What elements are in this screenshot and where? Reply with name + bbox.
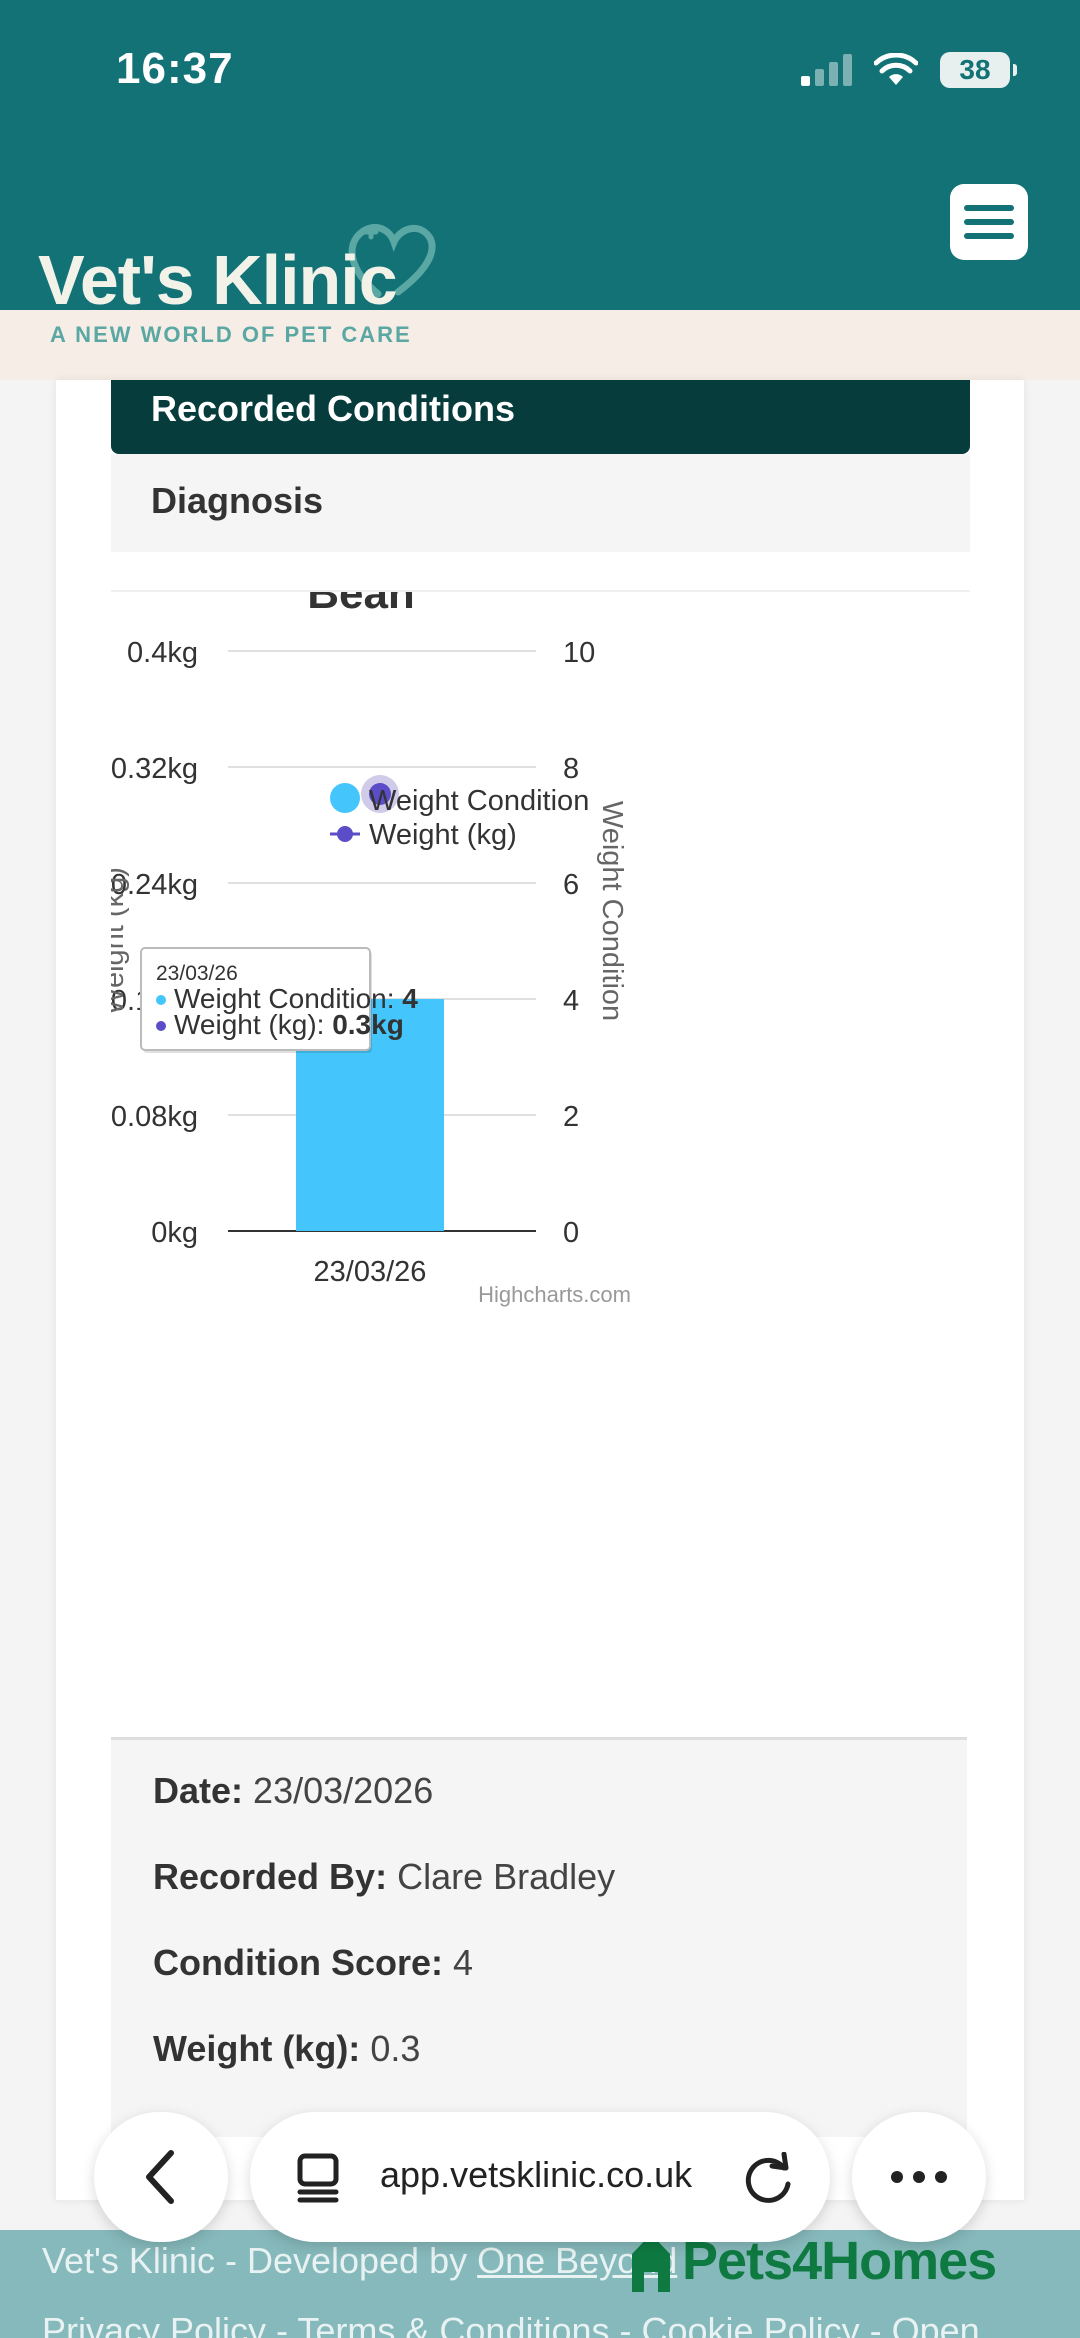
tooltip-row: Weight (kg): 0.3kg [174, 1009, 404, 1040]
tooltip-bullet [156, 995, 166, 1005]
weight-chart: Bean0kg0.08kg0.16kg0.24kg0.32kg0.4kg0246… [111, 590, 970, 1740]
logo-wordmark: Vet's Klinic [38, 241, 398, 319]
legend-marker-weight-condition [330, 783, 360, 813]
legend-marker-weight [337, 826, 353, 842]
footer-links[interactable]: Privacy Policy - Terms & Conditions - Co… [42, 2310, 980, 2338]
back-button[interactable] [94, 2112, 228, 2242]
detail-recorded-by: Recorded By: Clare Bradley [153, 1856, 616, 1897]
y-left-tick-label: 0.08kg [111, 1101, 198, 1133]
x-tick-label: 23/03/26 [314, 1256, 427, 1288]
status-time: 16:37 [116, 44, 234, 93]
reload-icon[interactable] [744, 2152, 794, 2206]
y-left-tick-label: 0.32kg [111, 753, 198, 785]
tab-label: Recorded Conditions [151, 388, 516, 429]
wifi-icon [874, 53, 918, 85]
highcharts-credit: Highcharts.com [478, 1282, 631, 1307]
legend-hover-dot [369, 783, 391, 805]
y-right-tick-label: 0 [563, 1217, 579, 1249]
y-left-tick-label: 0.4kg [127, 637, 198, 669]
app-header: 16:37 38 [0, 0, 1080, 310]
tab-diagnosis[interactable]: Diagnosis [111, 454, 970, 552]
tooltip-bullet [156, 1021, 166, 1031]
ellipsis-icon [891, 2171, 947, 2183]
heart-logo-icon [348, 224, 436, 298]
y-left-tick-label: 0.24kg [111, 869, 198, 901]
legend-label-weight-condition: Weight Condition [369, 785, 589, 817]
chevron-left-icon [146, 2150, 174, 2204]
tab-label: Diagnosis [151, 480, 324, 521]
status-icons: 38 [801, 52, 1017, 88]
y-right-tick-label: 4 [563, 985, 579, 1017]
logo-tagline: A NEW WORLD OF PET CARE [50, 322, 412, 347]
y-right-tick-label: 6 [563, 869, 579, 901]
y-right-tick-label: 8 [563, 753, 579, 785]
tooltip-row: Weight Condition: 4 [174, 983, 418, 1014]
battery-indicator: 38 [940, 52, 1017, 88]
chart-content: Bean0kg0.08kg0.16kg0.24kg0.32kg0.4kg0246… [111, 592, 631, 1307]
tab-recorded-conditions[interactable]: Recorded Conditions [111, 380, 970, 454]
y-right-tick-label: 2 [563, 1101, 579, 1133]
y-left-axis-title: Weight (kg) [111, 867, 130, 1015]
tooltip-date: 23/03/26 [156, 962, 238, 985]
url-text: app.vetsklinic.co.uk [380, 2154, 693, 2195]
record-details: Date: 23/03/2026 Recorded By: Clare Brad… [111, 1737, 967, 2137]
tabs-icon [297, 2153, 339, 2203]
y-right-axis-title: Weight Condition [596, 801, 628, 1021]
address-bar[interactable]: app.vetsklinic.co.uk [250, 2112, 830, 2242]
tooltip-box [140, 947, 371, 1051]
chart-svg: Bean0kg0.08kg0.16kg0.24kg0.32kg0.4kg0246… [111, 592, 631, 1307]
y-left-tick-label: 0kg [151, 1217, 198, 1249]
chart-title: Bean [307, 592, 415, 618]
detail-date: Date: 23/03/2026 [153, 1770, 434, 1811]
vets-klinic-logo[interactable]: Vet's Klinic A NEW WORLD OF PET CARE [38, 214, 438, 354]
y-right-tick-label: 10 [563, 637, 595, 669]
header-strip [0, 310, 1080, 380]
site-footer: Vet's Klinic - Developed by One Beyond P… [0, 2230, 1080, 2338]
footer-credit: Vet's Klinic - Developed by One Beyond [42, 2240, 678, 2281]
legend-label-weight: Weight (kg) [369, 819, 517, 851]
more-options-button[interactable] [852, 2112, 986, 2242]
hamburger-menu-button[interactable] [950, 184, 1028, 260]
detail-condition-score: Condition Score: 4 [153, 1942, 474, 1983]
detail-weight: Weight (kg): 0.3 [153, 2028, 421, 2069]
cellular-signal-icon [801, 54, 852, 86]
